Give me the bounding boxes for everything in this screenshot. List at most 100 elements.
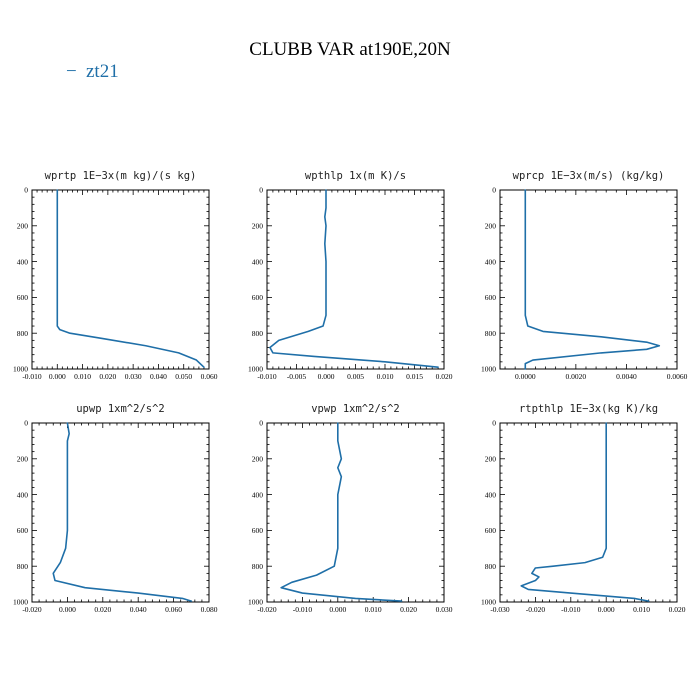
y-tick-label: 400 <box>485 490 497 499</box>
x-tick-label: 0.0040 <box>616 372 637 381</box>
plot-frame <box>31 422 210 603</box>
y-tick-label: 800 <box>252 329 264 338</box>
x-tick-label: 0.010 <box>365 605 382 614</box>
series-line-zt21 <box>56 189 205 369</box>
y-tick-label: 800 <box>485 329 497 338</box>
legend: − zt21 <box>66 61 119 82</box>
y-tick-label: 0 <box>492 419 496 428</box>
y-tick-label: 1000 <box>13 365 28 374</box>
y-tick-label: 1000 <box>481 598 496 607</box>
y-tick-label: 600 <box>485 526 497 535</box>
x-tick-label: -0.010 <box>257 372 277 381</box>
y-tick-label: 1000 <box>248 365 263 374</box>
y-tick-label: 200 <box>485 222 497 231</box>
y-tick-label: 600 <box>252 293 264 302</box>
y-tick-label: 200 <box>17 455 29 464</box>
y-tick-label: 200 <box>252 455 264 464</box>
x-tick-label: -0.020 <box>257 605 277 614</box>
x-tick-label: 0.060 <box>201 372 218 381</box>
y-tick-label: 0 <box>492 186 496 195</box>
legend-line-marker: − <box>66 61 77 82</box>
x-tick-label: 0.020 <box>94 605 111 614</box>
x-tick-label: -0.010 <box>561 605 581 614</box>
panel-title: rtpthlp 1E−3x(kg K)/kg <box>519 403 658 415</box>
legend-label: zt21 <box>86 61 119 82</box>
x-tick-label: 0.040 <box>150 372 167 381</box>
x-tick-label: -0.030 <box>490 605 510 614</box>
y-tick-label: 0 <box>24 419 28 428</box>
panels: wprtp 1E−3x(m kg)/(s kg) 0 200 400 600 800 100… <box>13 170 688 614</box>
x-tick-label: 0.010 <box>377 372 394 381</box>
x-tick-label: 0.000 <box>318 372 335 381</box>
y-tick-label: 600 <box>17 293 29 302</box>
x-tick-label: 0.060 <box>165 605 182 614</box>
x-tick-label: 0.030 <box>436 605 453 614</box>
x-tick-label: 0.0060 <box>667 372 688 381</box>
y-tick-label: 800 <box>17 329 29 338</box>
x-tick-label: 0.010 <box>633 605 650 614</box>
y-tick-label: 400 <box>252 257 264 266</box>
panel-title: wprcp 1E−3x(m/s) (kg/kg) <box>513 170 665 182</box>
plot-frame <box>266 422 445 603</box>
x-tick-label: 0.050 <box>175 372 192 381</box>
x-tick-label: -0.010 <box>293 605 313 614</box>
x-tick-label: 0.000 <box>59 605 76 614</box>
y-tick-label: 1000 <box>248 598 263 607</box>
x-tick-label: 0.020 <box>436 372 453 381</box>
figure-title: CLUBB VAR at190E,20N <box>249 39 451 60</box>
panel-6: rtpthlp 1E−3x(kg K)/kg02004006008001000-… <box>481 403 686 614</box>
x-tick-label: 0.020 <box>400 605 417 614</box>
x-tick-label: -0.020 <box>526 605 546 614</box>
y-tick-label: 200 <box>252 222 264 231</box>
y-tick-label: 800 <box>252 562 264 571</box>
y-tick-label: 400 <box>17 490 29 499</box>
y-tick-label: 800 <box>17 562 29 571</box>
x-tick-label: 0.010 <box>74 372 91 381</box>
x-tick-label: -0.010 <box>22 372 42 381</box>
panel-4: upwp 1xm^2/s^2 0 200 400 600 800 1000-0.020 0.0… <box>13 403 218 614</box>
y-tick-label: 200 <box>485 455 497 464</box>
series-line-zt21 <box>524 189 661 370</box>
series-line-zt21 <box>520 422 650 602</box>
panel-5: vpwp 1xm^2/s^2 0 200 400 600 800 1000-0.020 -0.… <box>248 403 453 614</box>
plot-frame <box>499 422 678 603</box>
y-tick-label: 1000 <box>13 598 28 607</box>
x-tick-label: 0.020 <box>99 372 116 381</box>
series-line-zt21 <box>269 189 439 369</box>
y-tick-label: 0 <box>259 186 263 195</box>
y-tick-label: 800 <box>485 562 497 571</box>
y-tick-label: 1000 <box>481 365 496 374</box>
x-tick-label: 0.000 <box>598 605 615 614</box>
panel-1: wprtp 1E−3x(m kg)/(s kg) 0 200 400 600 800 100… <box>13 170 218 381</box>
x-tick-label: 0.020 <box>669 605 686 614</box>
plot-frame <box>266 189 445 370</box>
plot-frame <box>31 189 210 370</box>
series-line-zt21 <box>280 422 403 602</box>
y-tick-label: 600 <box>485 293 497 302</box>
x-tick-label: 0.005 <box>347 372 364 381</box>
panel-title: wpthlp 1x(m K)/s <box>305 170 406 182</box>
y-tick-label: 0 <box>259 419 263 428</box>
panel-title: upwp 1xm^2/s^2 <box>76 403 165 415</box>
y-tick-label: 200 <box>17 222 29 231</box>
y-tick-label: 600 <box>17 526 29 535</box>
x-tick-label: 0.0020 <box>566 372 587 381</box>
x-tick-label: 0.030 <box>125 372 142 381</box>
x-tick-label: 0.015 <box>406 372 423 381</box>
y-tick-label: 400 <box>252 490 264 499</box>
panel-title: wprtp 1E−3x(m kg)/(s kg) <box>45 170 197 182</box>
x-tick-label: 0.0000 <box>515 372 536 381</box>
y-tick-label: 0 <box>24 186 28 195</box>
plot-frame <box>499 189 678 370</box>
panel-title: vpwp 1xm^2/s^2 <box>311 403 400 415</box>
series-line-zt21 <box>52 422 193 602</box>
x-tick-label: -0.005 <box>287 372 307 381</box>
x-tick-label: 0.000 <box>49 372 66 381</box>
panel-3: wprcp 1E−3x(m/s) (kg/kg) 0 200 400 600 800 100… <box>481 170 688 381</box>
x-tick-label: 0.000 <box>329 605 346 614</box>
panel-2: wpthlp 1x(m K)/s 0 200 400 600 800 1000-0.010 -… <box>248 170 453 381</box>
x-tick-label: 0.080 <box>201 605 218 614</box>
y-tick-label: 400 <box>17 257 29 266</box>
x-tick-label: -0.020 <box>22 605 42 614</box>
